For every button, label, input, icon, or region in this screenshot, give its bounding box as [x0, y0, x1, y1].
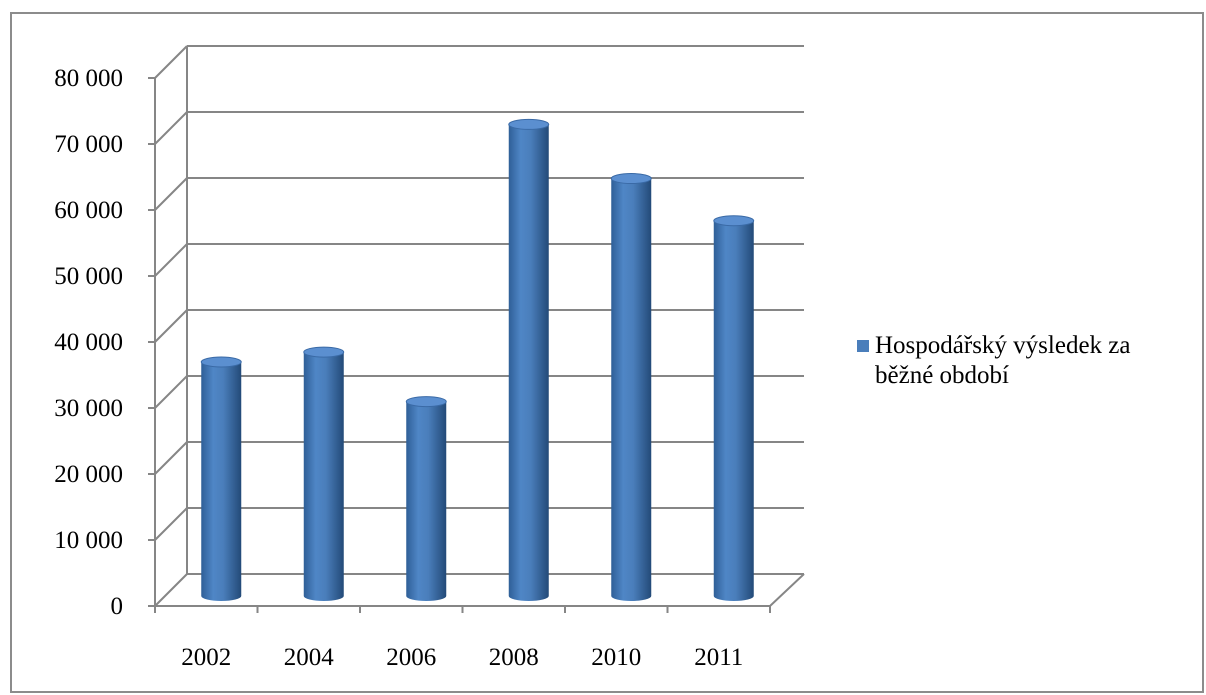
x-tick-label: 2010	[591, 644, 641, 671]
gridline-depth	[154, 573, 188, 607]
bar	[201, 362, 242, 601]
legend-label: Hospodářský výsledek za běžné období	[875, 332, 1131, 389]
bar	[303, 352, 344, 601]
gridline-depth	[154, 177, 188, 211]
y-tick-label: 30 000	[54, 395, 123, 422]
gridline-depth	[154, 45, 188, 79]
bar-top	[610, 173, 652, 185]
x-tick-label: 2004	[284, 644, 335, 671]
gridline-depth	[154, 507, 188, 541]
y-tick-label: 0	[111, 593, 124, 620]
gridline-depth	[154, 309, 188, 343]
floor-right-edge	[769, 573, 805, 607]
bar-top	[713, 215, 755, 227]
gridline-depth	[154, 375, 188, 409]
y-tick-label: 60 000	[54, 197, 123, 224]
x-tick-label: 2011	[694, 644, 743, 671]
bar-top	[508, 118, 550, 130]
bar-top	[405, 396, 447, 408]
bar	[713, 220, 754, 601]
bar	[508, 124, 549, 602]
gridline-depth	[154, 441, 188, 475]
bar-top	[200, 356, 242, 368]
x-tick-label: 2006	[386, 644, 436, 671]
bar-top	[303, 346, 345, 358]
y-tick-label: 20 000	[54, 461, 123, 488]
x-tick-label: 2002	[181, 644, 231, 671]
gridline-depth	[154, 111, 188, 145]
x-tick-label: 2008	[489, 644, 539, 671]
y-tick-label: 50 000	[54, 263, 123, 290]
bar	[611, 178, 652, 601]
y-tick-label: 80 000	[54, 65, 123, 92]
bar	[406, 401, 447, 601]
legend-swatch	[857, 340, 869, 352]
y-tick-label: 10 000	[54, 527, 123, 554]
y-tick-label: 40 000	[54, 329, 123, 356]
y-tick-label: 70 000	[54, 131, 123, 158]
gridline-depth	[154, 243, 188, 277]
